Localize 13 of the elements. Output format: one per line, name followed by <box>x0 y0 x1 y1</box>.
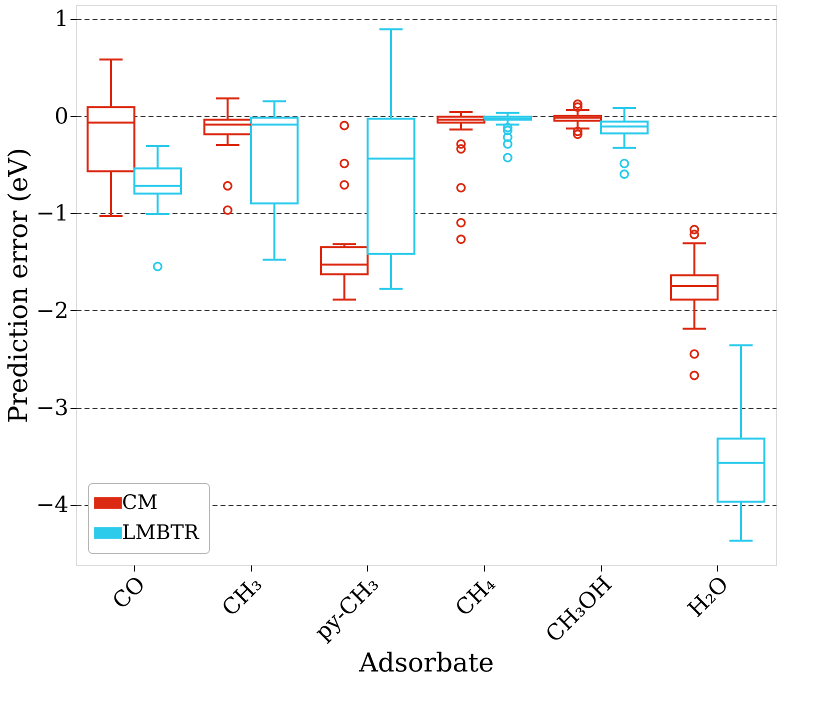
x-tick-label: CO <box>108 572 151 614</box>
y-tick-label: −2 <box>36 298 68 324</box>
x-tick-label: CH₄ <box>451 572 501 622</box>
y-tick-label: 1 <box>54 7 68 32</box>
y-tick-label: −1 <box>36 202 68 227</box>
y-tick-label: −4 <box>36 493 68 518</box>
y-tick-label: −3 <box>36 396 68 421</box>
legend-label: CM <box>122 490 158 514</box>
x-axis-title: Adsorbate <box>358 648 494 678</box>
y-tick-label: 0 <box>54 104 68 130</box>
x-tick-label: CH₃ <box>218 572 268 622</box>
y-axis-title: Prediction error (eV) <box>4 148 34 424</box>
legend-label: LMBTR <box>122 520 200 544</box>
